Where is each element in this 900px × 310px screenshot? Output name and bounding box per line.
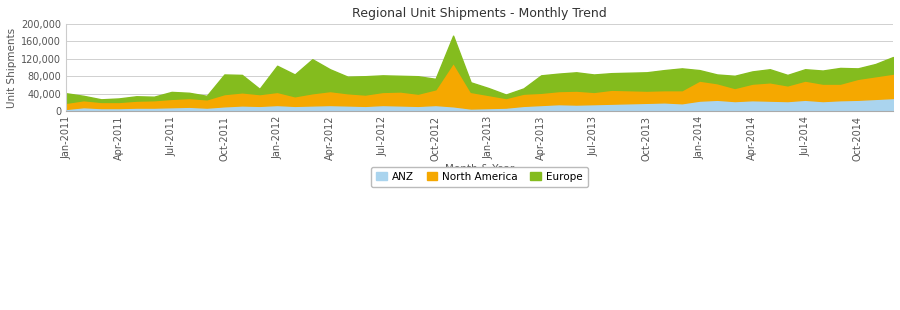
Title: Regional Unit Shipments - Monthly Trend: Regional Unit Shipments - Monthly Trend — [352, 7, 607, 20]
Y-axis label: Unit Shipments: Unit Shipments — [7, 27, 17, 108]
Legend: ANZ, North America, Europe: ANZ, North America, Europe — [371, 167, 588, 187]
X-axis label: Month & Year: Month & Year — [445, 164, 514, 174]
